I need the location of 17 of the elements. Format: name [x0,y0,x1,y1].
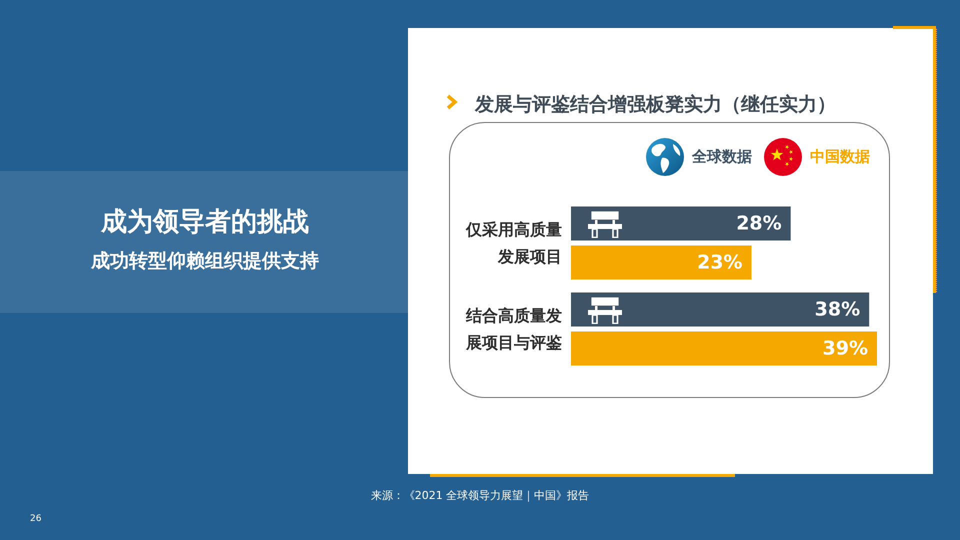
bar [571,292,870,326]
source-note: 来源：《2021 全球领导力展望｜中国》报告 [370,488,590,503]
chart-title: 发展与评鉴结合增强板凳实力（继任实力） [474,94,836,116]
text: 成为领导者的挑战 [100,206,310,239]
data-label: 39% [822,338,868,360]
data-label: 23% [696,252,742,274]
bar [571,206,791,240]
text: 成功转型仰赖组织提供支持 [90,249,320,274]
text: 全球数据 [691,148,752,166]
data-label: 28% [736,212,782,234]
data-label: 38% [814,298,860,320]
text: 中国数据 [810,148,870,166]
y-tick-label: 结合高质量发展项目与评鉴 [465,306,562,352]
text: 26 [30,514,42,524]
y-tick-label: 仅采用高质量发展项目 [465,220,562,266]
bar [571,246,752,280]
bar [571,332,877,366]
